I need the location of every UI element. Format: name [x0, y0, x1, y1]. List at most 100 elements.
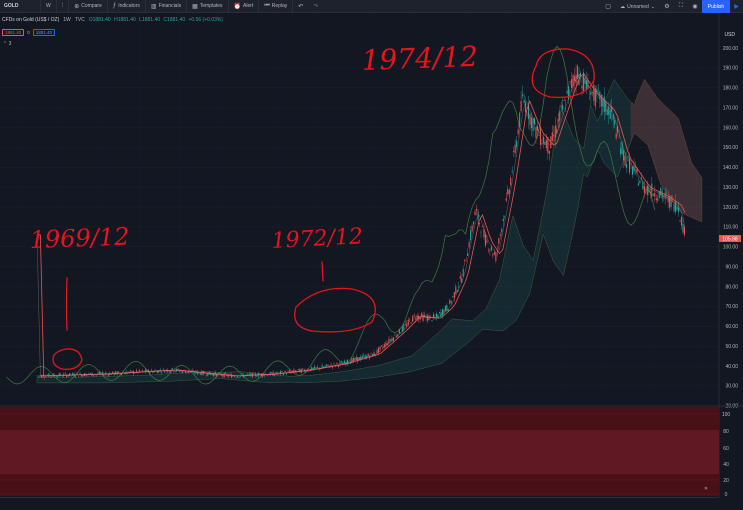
- y-tick-label: 130.00: [723, 185, 739, 191]
- candle-body: [147, 369, 149, 373]
- candle-body: [103, 374, 105, 376]
- candle-body: [670, 195, 672, 207]
- candle-body: [437, 314, 439, 319]
- candle-body: [130, 370, 132, 371]
- toolbar-indicators-button[interactable]: ƒ Indicators: [106, 0, 145, 13]
- candle-body: [39, 375, 41, 377]
- candle-body: [443, 309, 445, 314]
- annotation-circle-1972: [294, 287, 376, 333]
- candle-body: [652, 194, 654, 196]
- candle-body: [471, 225, 473, 232]
- candle-body: [101, 371, 103, 374]
- candle-body: [510, 177, 512, 185]
- chart-type-button[interactable]: ⫶: [55, 0, 69, 13]
- candle-body: [642, 181, 644, 190]
- y-tick-label: 140.00: [723, 165, 739, 171]
- candle-body: [571, 79, 573, 88]
- candle-body: [643, 186, 645, 193]
- annotation-label-1974: 1974/12: [361, 40, 478, 77]
- candle-body: [663, 196, 665, 197]
- candle-body: [394, 334, 396, 336]
- publish-button[interactable]: Publish: [702, 0, 730, 13]
- candle-body: [453, 292, 455, 298]
- y-tick-label: 160.00: [723, 125, 739, 131]
- redo-icon: ↷: [313, 3, 319, 10]
- bid-button[interactable]: 1881.40: [2, 29, 25, 36]
- candle-body: [376, 350, 378, 354]
- candle-body: [486, 240, 488, 243]
- candle-body: [517, 129, 519, 135]
- candle-body: [630, 162, 632, 164]
- candle-body: [66, 374, 68, 378]
- undo-button[interactable]: ↶: [292, 0, 308, 13]
- layout-name-dropdown[interactable]: ☁ Unnamed ⌄: [615, 4, 660, 10]
- toolbar-item-label: Templates: [199, 3, 223, 9]
- y-tick-label: 100.00: [723, 245, 739, 251]
- candle-body: [655, 198, 657, 200]
- candle-body: [339, 362, 341, 365]
- y-tick-label: 70.00: [725, 304, 738, 310]
- fullscreen-icon: ⛶: [678, 3, 684, 9]
- candle-body: [444, 305, 446, 311]
- annotation-label-1969: 1969/12: [29, 223, 130, 254]
- candle-body: [159, 369, 161, 371]
- y-tick-label: 120.00: [723, 205, 739, 211]
- candle-body: [343, 360, 345, 364]
- candle-body: [155, 370, 157, 371]
- osc-tick-label: 0: [725, 492, 728, 497]
- interval-selector[interactable]: W: [40, 0, 56, 13]
- play-button[interactable]: ▶: [730, 0, 743, 13]
- candle-body: [621, 142, 623, 155]
- candle-body: [432, 314, 435, 317]
- candle-body: [542, 137, 544, 144]
- fullscreen-button[interactable]: ⛶: [674, 0, 688, 13]
- candle-body: [660, 188, 662, 196]
- candle-body: [620, 148, 622, 154]
- candle-body: [527, 103, 530, 120]
- candle-body: [446, 305, 448, 311]
- time-axis[interactable]: [0, 497, 719, 510]
- candle-body: [462, 269, 464, 277]
- candle-body: [565, 107, 567, 109]
- candle-body: [637, 183, 639, 186]
- axis-settings[interactable]: [719, 497, 743, 510]
- candle-body: [107, 374, 109, 376]
- candle-body: [484, 234, 487, 246]
- candle-body: [648, 189, 650, 193]
- candle-body: [168, 371, 170, 373]
- candle-body: [478, 223, 481, 225]
- candle-body: [562, 104, 564, 110]
- candle-body: [345, 362, 347, 365]
- toolbar-templates-button[interactable]: ▦ Templates: [186, 0, 227, 13]
- candle-body: [287, 371, 289, 372]
- symbol-search[interactable]: GOLD: [4, 3, 19, 9]
- candle-body: [487, 250, 489, 251]
- osc-tick-label: 60: [723, 446, 729, 452]
- candle-body: [210, 373, 212, 375]
- layout-button[interactable]: ▢: [601, 0, 615, 13]
- candle-body: [386, 343, 389, 345]
- ask-button[interactable]: 1881.40: [32, 29, 56, 36]
- toolbar-financials-button[interactable]: ▥ Financials: [144, 0, 186, 13]
- indicators-collapse[interactable]: ⌃ 3: [3, 41, 11, 47]
- candle-body: [241, 373, 243, 375]
- candle-body: [435, 313, 438, 317]
- price-chart[interactable]: 200.00 190.00 180.00 170.00 160.00 150.00 140.…: [0, 13, 743, 497]
- candle-body: [588, 98, 590, 100]
- snapshot-button[interactable]: ◉: [688, 0, 702, 13]
- candle-body: [654, 192, 656, 197]
- redo-button[interactable]: ↷: [308, 0, 323, 13]
- annotation-arrow-1972: [321, 261, 324, 282]
- scroll-right-icon[interactable]: »: [704, 485, 708, 492]
- candle-body: [141, 370, 143, 371]
- candle-body: [636, 168, 638, 173]
- toolbar-replay-button[interactable]: ⏮ Replay: [258, 0, 292, 13]
- candle-body: [149, 371, 151, 374]
- candle-body: [220, 374, 222, 376]
- candle-body: [429, 315, 432, 317]
- settings-button[interactable]: ⚙: [660, 0, 674, 13]
- toolbar-alert-button[interactable]: ⏰ Alert: [227, 0, 259, 13]
- candle-body: [351, 358, 353, 364]
- candle-body: [416, 315, 418, 321]
- toolbar-compare-button[interactable]: ⊕ Compare: [68, 0, 107, 13]
